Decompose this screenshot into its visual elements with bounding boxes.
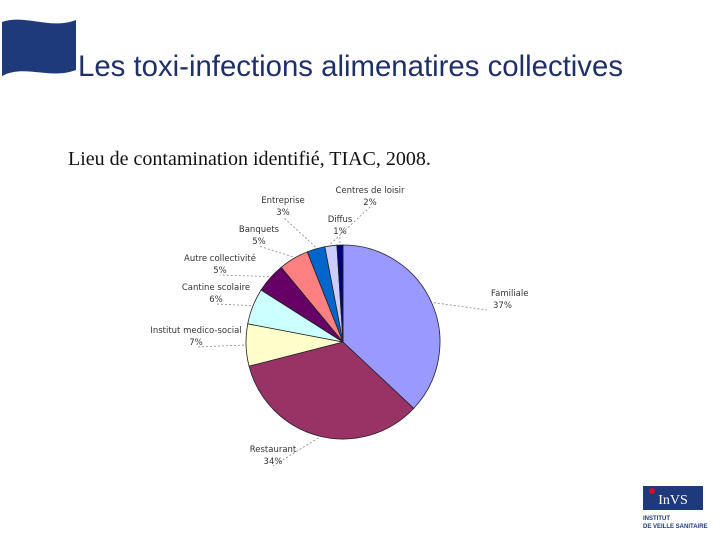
logo-line: INSTITUT — [643, 516, 670, 522]
slice-value-label: 5% — [213, 266, 227, 276]
slice-value-label: 37% — [493, 301, 512, 311]
logo-name: InVS — [658, 493, 688, 508]
slice-value-label: 6% — [209, 295, 223, 305]
leader-line — [215, 303, 251, 306]
chart-title: Lieu de contamination identifié, TIAC, 2… — [68, 148, 431, 170]
leader-line — [258, 245, 293, 258]
slice-label: Entreprise — [261, 196, 305, 206]
slice-value-label: 7% — [189, 338, 203, 348]
slice-label: Restaurant — [250, 445, 297, 455]
slide-title: Les toxi-infections alimenatires collect… — [78, 50, 623, 83]
pie: Familiale 37% Restaurant 34% Institut medico… — [150, 186, 528, 467]
slice-value-label: 1% — [333, 227, 347, 237]
slice-label: Banquets — [239, 225, 280, 235]
leader-line — [330, 206, 371, 245]
leader-line — [272, 437, 319, 467]
slice-label: Cantine scolaire — [182, 283, 250, 293]
pie-slice — [336, 244, 344, 343]
slice-value-label: 5% — [252, 237, 266, 247]
leader-line — [219, 274, 269, 277]
slice-label: Institut medico-social — [150, 326, 241, 336]
pie-slice — [342, 244, 441, 409]
logo-dot — [649, 488, 655, 494]
flag-logo — [2, 19, 76, 76]
pie-slice — [248, 341, 415, 440]
slice-label: Autre collectivité — [184, 253, 256, 264]
slice-value-label: 34% — [264, 457, 283, 467]
slice-label: Diffus — [328, 215, 353, 225]
slice-value-label: 3% — [276, 208, 290, 218]
invs-logo: InVS INSTITUT DE VEILLE SANITAIRE — [643, 486, 708, 530]
leader-line — [282, 216, 316, 248]
slice-value-label: 2% — [363, 198, 377, 208]
leader-line — [433, 302, 488, 311]
slice-label: Familiale — [491, 289, 528, 299]
slice-label: Centres de loisir — [335, 186, 405, 196]
leader-line — [195, 344, 245, 348]
logo-line: DE VEILLE SANITAIRE — [643, 524, 708, 530]
